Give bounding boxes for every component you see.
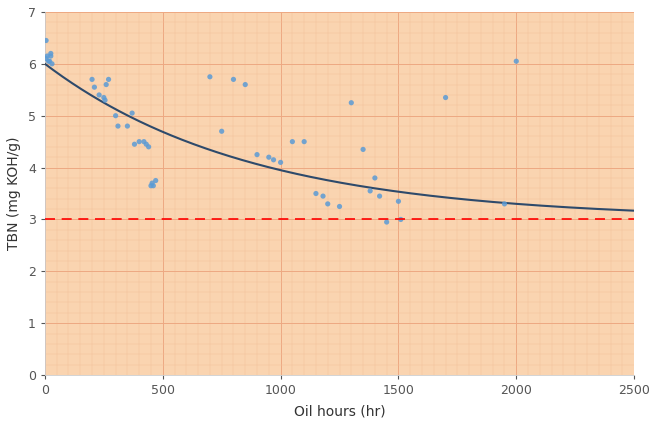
Point <box>148 182 158 189</box>
X-axis label: Oil hours (hr): Oil hours (hr) <box>294 404 385 418</box>
Point <box>240 81 250 88</box>
Point <box>358 146 369 153</box>
Point <box>252 151 262 158</box>
Point <box>370 175 380 181</box>
Point <box>141 141 152 147</box>
Point <box>287 138 298 145</box>
Point <box>440 94 451 101</box>
Point <box>47 60 57 67</box>
Point <box>147 180 158 187</box>
Point <box>127 110 137 116</box>
Point <box>396 216 406 223</box>
Point <box>122 123 133 130</box>
Point <box>101 81 112 88</box>
Y-axis label: TBN (mg KOH/g): TBN (mg KOH/g) <box>7 137 21 250</box>
Point <box>45 53 56 60</box>
Point <box>103 76 114 83</box>
Point <box>263 154 274 161</box>
Point <box>99 94 109 101</box>
Point <box>334 203 345 210</box>
Point <box>323 201 333 207</box>
Point <box>139 138 149 145</box>
Point <box>134 138 145 145</box>
Point <box>45 50 56 57</box>
Point <box>146 182 156 189</box>
Point <box>268 156 279 163</box>
Point <box>110 112 121 119</box>
Point <box>100 97 110 104</box>
Point <box>382 218 392 225</box>
Point <box>129 141 140 147</box>
Point <box>113 123 124 130</box>
Point <box>365 187 375 194</box>
Point <box>204 74 215 80</box>
Point <box>228 76 238 83</box>
Point <box>41 55 51 62</box>
Point <box>41 37 51 44</box>
Point <box>94 91 104 98</box>
Point <box>43 58 54 65</box>
Point <box>311 190 321 197</box>
Point <box>89 84 100 91</box>
Point <box>374 193 385 199</box>
Point <box>318 193 328 199</box>
Point <box>299 138 309 145</box>
Point <box>275 159 286 166</box>
Point <box>393 198 403 205</box>
Point <box>143 143 154 150</box>
Point <box>216 128 227 135</box>
Point <box>346 99 357 106</box>
Point <box>87 76 97 83</box>
Point <box>45 58 55 65</box>
Point <box>150 177 161 184</box>
Point <box>511 58 522 65</box>
Point <box>499 201 510 207</box>
Point <box>42 53 53 60</box>
